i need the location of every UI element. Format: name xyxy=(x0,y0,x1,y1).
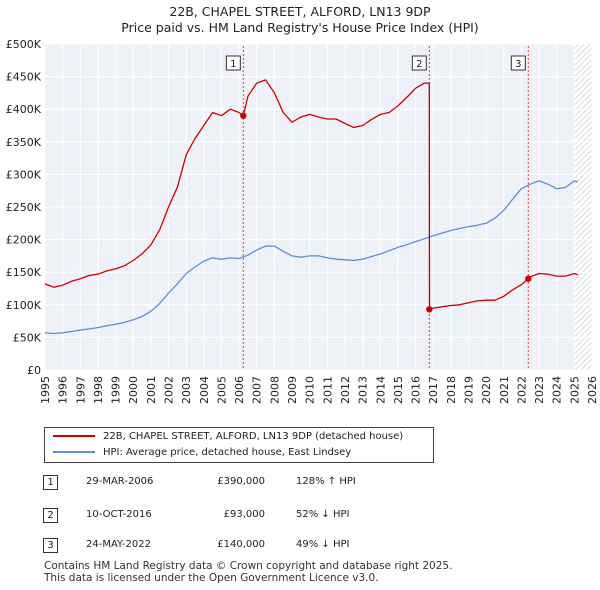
y-tick-label-8: £400K xyxy=(6,103,42,116)
transaction-3-date: 24-MAY-2022 xyxy=(86,539,152,550)
transaction-1-point xyxy=(240,112,247,119)
x-tick-label-8: 2003 xyxy=(180,376,193,404)
y-tick-label-6: £300K xyxy=(6,168,42,181)
transaction-3-marker: 3 xyxy=(43,538,58,553)
x-tick-label-28: 2023 xyxy=(533,376,546,404)
legend-swatch-hpi xyxy=(53,451,95,453)
x-tick-label-22: 2017 xyxy=(427,376,440,404)
x-tick-label-23: 2018 xyxy=(445,376,458,404)
legend-item-property: 22B, CHAPEL STREET, ALFORD, LN13 9DP (de… xyxy=(53,430,403,444)
x-tick-label-11: 2006 xyxy=(233,376,246,404)
transaction-1-price: £390,000 xyxy=(217,476,265,487)
footer: Contains HM Land Registry data © Crown c… xyxy=(44,560,452,584)
transaction-2-marker: 2 xyxy=(43,508,58,523)
x-tick-label-0: 1995 xyxy=(39,376,52,404)
x-tick-label-10: 2005 xyxy=(215,376,228,404)
x-tick-label-19: 2014 xyxy=(374,376,387,404)
x-tick-label-7: 2002 xyxy=(163,376,176,404)
y-tick-label-1: £50K xyxy=(13,331,42,344)
y-tick-label-0: £0 xyxy=(27,364,41,377)
transaction-2-hpi: 52% ↓ HPI xyxy=(296,509,350,520)
price-chart: 1 2 3 £0 £50K £100K £150K £200K £250K £300K £350K… xyxy=(6,38,599,404)
footer-copyright: Contains HM Land Registry data © Crown c… xyxy=(44,560,453,572)
x-tick-label-18: 2013 xyxy=(357,376,370,404)
x-tick-label-20: 2015 xyxy=(392,376,405,404)
x-tick-label-6: 2001 xyxy=(145,376,158,404)
transaction-3-point xyxy=(525,275,532,282)
footer-license: This data is licensed under the Open Gov… xyxy=(44,572,379,584)
y-tick-label-9: £450K xyxy=(6,71,42,84)
y-tick-label-10: £500K xyxy=(6,38,42,51)
legend: 22B, CHAPEL STREET, ALFORD, LN13 9DP (de… xyxy=(44,427,434,463)
x-tick-label-1: 1996 xyxy=(57,376,70,404)
transaction-1-label-box xyxy=(225,55,241,71)
x-tick-label-15: 2010 xyxy=(304,376,317,404)
x-tick-label-3: 1998 xyxy=(92,376,105,404)
transaction-2-label-box xyxy=(411,55,427,71)
series-line-property xyxy=(44,79,579,311)
transaction-2-date: 10-OCT-2016 xyxy=(86,509,152,520)
x-tick-label-13: 2008 xyxy=(268,376,281,404)
chart-title: 22B, CHAPEL STREET, ALFORD, LN13 9DP Pri… xyxy=(0,4,600,36)
transaction-3-label: 3 xyxy=(515,59,521,70)
x-tick-label-27: 2022 xyxy=(515,376,528,404)
transaction-3-label-box xyxy=(510,55,526,71)
x-tick-label-9: 2004 xyxy=(198,376,211,404)
chart-title-line1: 22B, CHAPEL STREET, ALFORD, LN13 9DP xyxy=(169,4,431,19)
x-tick-label-2: 1997 xyxy=(74,376,87,404)
legend-item-hpi: HPI: Average price, detached house, East… xyxy=(53,446,351,460)
x-tick-label-30: 2025 xyxy=(568,376,581,404)
x-tick-label-12: 2007 xyxy=(251,376,264,404)
transaction-3-hpi: 49% ↓ HPI xyxy=(296,539,350,550)
legend-label-property: 22B, CHAPEL STREET, ALFORD, LN13 9DP (de… xyxy=(103,431,404,442)
x-tick-label-5: 2000 xyxy=(127,376,140,404)
chart-title-line2: Price paid vs. HM Land Registry's House … xyxy=(121,20,479,35)
x-tick-label-17: 2012 xyxy=(339,376,352,404)
legend-label-hpi: HPI: Average price, detached house, East… xyxy=(103,447,352,458)
transaction-2-point xyxy=(426,306,433,313)
transaction-3-price: £140,000 xyxy=(217,539,265,550)
legend-swatch-property xyxy=(53,435,95,437)
x-tick-label-21: 2016 xyxy=(410,376,423,404)
transaction-1-label: 1 xyxy=(230,59,236,70)
x-tick-label-14: 2009 xyxy=(286,376,299,404)
transaction-1-date: 29-MAR-2006 xyxy=(86,476,154,487)
y-tick-label-5: £250K xyxy=(6,201,42,214)
x-tick-label-24: 2019 xyxy=(462,376,475,404)
x-tick-label-31: 2026 xyxy=(586,376,599,404)
x-tick-label-29: 2024 xyxy=(551,376,564,404)
x-tick-label-16: 2011 xyxy=(321,376,334,404)
y-tick-label-3: £150K xyxy=(6,266,42,279)
y-tick-label-7: £350K xyxy=(6,136,42,149)
transaction-2-label: 2 xyxy=(416,59,422,70)
transaction-1-marker: 1 xyxy=(43,475,58,490)
x-tick-label-26: 2021 xyxy=(498,376,511,404)
transaction-1-hpi: 128% ↑ HPI xyxy=(296,476,356,487)
x-tick-label-25: 2020 xyxy=(480,376,493,404)
y-tick-label-4: £200K xyxy=(6,234,42,247)
y-tick-label-2: £100K xyxy=(6,299,42,312)
transaction-2-price: £93,000 xyxy=(223,509,265,520)
x-tick-label-4: 1999 xyxy=(110,376,123,404)
series-line-hpi xyxy=(44,180,579,335)
